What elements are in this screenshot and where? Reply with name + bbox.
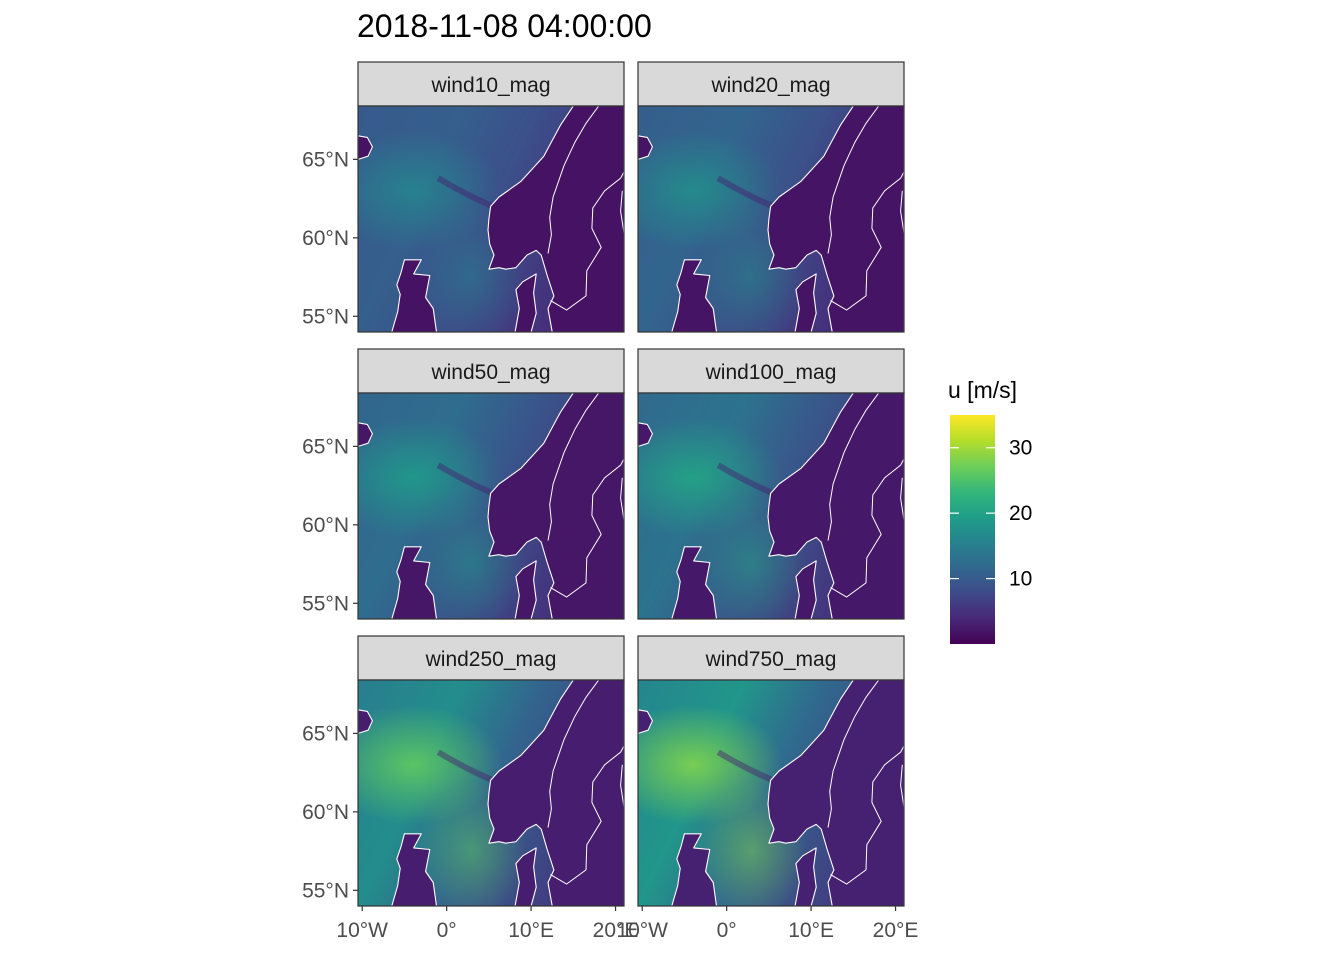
- x-tick-label: 10°E: [508, 919, 554, 942]
- facet-strip-label: wind250_mag: [425, 648, 557, 671]
- legend-title: u [m/s]: [948, 377, 1017, 403]
- x-tick-label: 0°: [437, 919, 457, 942]
- facet-strip: [637, 348, 905, 394]
- border-line: [827, 106, 880, 254]
- iceland-land: [358, 422, 373, 447]
- scandinavia-land: [487, 393, 624, 619]
- denmark-land: [794, 560, 817, 619]
- border-line: [547, 106, 600, 254]
- border-line: [900, 764, 904, 808]
- scandinavia-land: [767, 680, 904, 906]
- border-line: [830, 458, 904, 598]
- y-tick-label: 60°N: [302, 514, 349, 537]
- facet-strip: [357, 61, 625, 107]
- denmark-land: [514, 847, 537, 906]
- x-tick-label: 10°W: [336, 919, 388, 942]
- scotland-land: [391, 546, 438, 619]
- denmark-land: [794, 847, 817, 906]
- iceland-land: [638, 135, 653, 160]
- scotland-land: [671, 259, 718, 332]
- facet-panel-wind250_mag: wind250_mag: [357, 635, 625, 907]
- wind-field: [638, 393, 904, 619]
- x-tick-label: 10°W: [616, 919, 668, 942]
- facet-strip: [637, 61, 905, 107]
- wind-field: [358, 393, 624, 619]
- x-tick-label: 10°E: [788, 919, 834, 942]
- facet-panel-wind50_mag: wind50_mag: [357, 348, 625, 620]
- y-tick-label: 60°N: [302, 801, 349, 824]
- iceland-land: [638, 709, 653, 734]
- scandinavia-land: [767, 106, 904, 332]
- denmark-land: [794, 273, 817, 332]
- x-tick-label: 0°: [717, 919, 737, 942]
- facet-strip-label: wind20_mag: [710, 74, 830, 97]
- panel-border: [637, 105, 905, 333]
- legend-tick-label: 10: [1009, 568, 1032, 591]
- y-tick-label: 65°N: [302, 435, 349, 458]
- y-tick-label: 55°N: [302, 592, 349, 615]
- facet-strip-label: wind10_mag: [430, 74, 550, 97]
- border-line: [550, 458, 624, 598]
- border-line: [830, 171, 904, 311]
- panel-border: [357, 392, 625, 620]
- y-tick-label: 65°N: [302, 148, 349, 171]
- facet-strip: [357, 348, 625, 394]
- border-line: [620, 477, 624, 521]
- scotland-land: [671, 546, 718, 619]
- scotland-land: [391, 833, 438, 906]
- iceland-land: [638, 422, 653, 447]
- border-line: [900, 477, 904, 521]
- border-line: [620, 190, 624, 234]
- facet-panel-wind10_mag: wind10_mag: [357, 61, 625, 333]
- plot-title: 2018-11-08 04:00:00: [357, 8, 652, 44]
- border-line: [900, 190, 904, 234]
- panel-border: [357, 679, 625, 907]
- scotland-land: [391, 259, 438, 332]
- border-line: [620, 764, 624, 808]
- border-line: [827, 393, 880, 541]
- facet-panel-wind100_mag: wind100_mag: [637, 348, 905, 620]
- facet-strip-label: wind750_mag: [705, 648, 837, 671]
- facet-strip-label: wind100_mag: [705, 361, 837, 384]
- scandinavia-land: [487, 106, 624, 332]
- scandinavia-land: [487, 680, 624, 906]
- wind-field: [638, 680, 904, 906]
- wind-field: [358, 680, 624, 906]
- scotland-land: [671, 833, 718, 906]
- scandinavia-land: [767, 393, 904, 619]
- border-line: [547, 680, 600, 828]
- panel-border: [637, 679, 905, 907]
- panel-border: [357, 105, 625, 333]
- y-tick-label: 65°N: [302, 722, 349, 745]
- border-line: [550, 171, 624, 311]
- y-tick-label: 55°N: [302, 879, 349, 902]
- border-line: [547, 393, 600, 541]
- denmark-land: [514, 273, 537, 332]
- legend-tick-label: 30: [1009, 437, 1032, 460]
- border-line: [830, 745, 904, 885]
- x-tick-label: 20°E: [873, 919, 919, 942]
- iceland-land: [358, 709, 373, 734]
- wind-field: [638, 106, 904, 332]
- border-line: [550, 745, 624, 885]
- y-tick-label: 55°N: [302, 305, 349, 328]
- x-tick-label: 20°E: [593, 919, 639, 942]
- border-line: [827, 680, 880, 828]
- facet-panel-wind750_mag: wind750_mag: [637, 635, 905, 907]
- facet-strip: [637, 635, 905, 681]
- legend-tick-label: 20: [1009, 502, 1032, 525]
- denmark-land: [514, 560, 537, 619]
- panel-border: [637, 392, 905, 620]
- y-tick-label: 60°N: [302, 227, 349, 250]
- facet-panel-wind20_mag: wind20_mag: [637, 61, 905, 333]
- facet-strip-label: wind50_mag: [430, 361, 550, 384]
- wind-field: [358, 106, 624, 332]
- legend-colorbar: [950, 415, 995, 644]
- iceland-land: [358, 135, 373, 160]
